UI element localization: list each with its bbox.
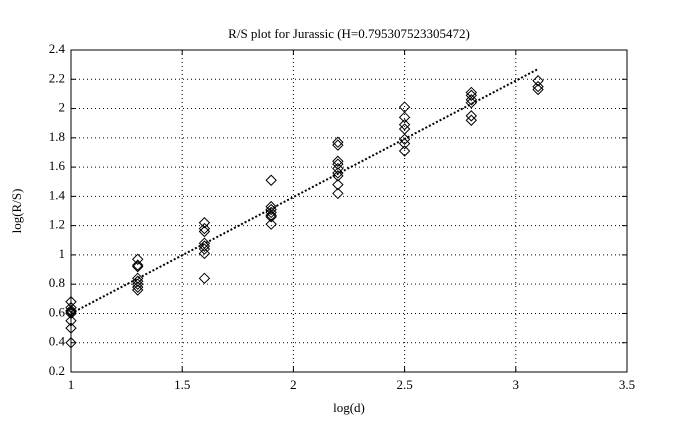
data-point — [465, 89, 478, 102]
data-point — [265, 209, 277, 222]
y-tick-label: 2.2 — [49, 70, 65, 85]
y-tick-label: 2.4 — [49, 41, 66, 56]
data-point — [532, 75, 544, 87]
data-point — [198, 240, 211, 252]
x-axis-label: log(d) — [333, 400, 365, 415]
x-tick-label: 3.5 — [619, 377, 635, 392]
y-tick-label: 2 — [59, 100, 66, 115]
data-point — [132, 260, 144, 273]
x-tick-label: 1.5 — [174, 377, 190, 392]
data-point — [398, 111, 411, 124]
y-tick-label: 0.6 — [49, 304, 66, 319]
y-tick-label: 1.6 — [49, 158, 66, 173]
data-point — [65, 337, 77, 349]
data-point — [398, 145, 411, 157]
x-tick-label: 2.5 — [396, 377, 412, 392]
data-point — [132, 275, 144, 287]
data-point — [398, 118, 411, 131]
data-point — [198, 222, 211, 235]
data-point — [465, 114, 478, 126]
data-point — [265, 218, 277, 230]
y-axis-label: log(R/S) — [9, 189, 24, 234]
data-point — [265, 211, 277, 223]
y-tick-label: 1 — [59, 246, 66, 261]
x-tick-label: 1 — [68, 377, 75, 392]
data-point — [265, 174, 277, 186]
y-tick-label: 1.4 — [49, 187, 66, 202]
data-point — [332, 136, 344, 148]
data-point — [132, 272, 144, 285]
data-point — [532, 83, 544, 96]
data-point — [465, 96, 478, 109]
x-tick-label: 2 — [290, 377, 297, 392]
data-point — [332, 158, 344, 170]
y-tick-label: 0.2 — [49, 363, 65, 378]
data-point — [332, 178, 344, 191]
data-point — [132, 253, 144, 266]
data-point — [332, 187, 344, 200]
data-point — [132, 281, 144, 293]
plot-frame — [70, 49, 628, 373]
data-point — [65, 306, 77, 318]
y-tick-label: 1.2 — [49, 217, 65, 232]
data-point — [198, 217, 211, 229]
data-point — [465, 94, 478, 106]
data-point — [198, 272, 211, 285]
data-point — [65, 307, 77, 320]
y-tick-label: 1.8 — [49, 129, 65, 144]
data-point — [398, 137, 411, 150]
data-point — [532, 80, 544, 93]
data-point — [65, 322, 77, 334]
chart-title: R/S plot for Jurassic (H=0.7953075233054… — [228, 26, 470, 41]
y-tick-label: 0.8 — [49, 275, 65, 290]
x-tick-label: 3 — [513, 377, 520, 392]
data-point — [198, 247, 211, 260]
data-point — [132, 284, 144, 296]
y-tick-label: 0.4 — [49, 334, 66, 349]
data-point — [65, 315, 77, 327]
data-point — [198, 225, 211, 238]
data-point — [198, 243, 211, 255]
data-point — [132, 259, 144, 271]
data-point — [132, 278, 144, 290]
data-point — [332, 139, 344, 151]
data-point — [332, 170, 344, 182]
data-point — [465, 110, 478, 122]
data-point — [332, 155, 344, 167]
